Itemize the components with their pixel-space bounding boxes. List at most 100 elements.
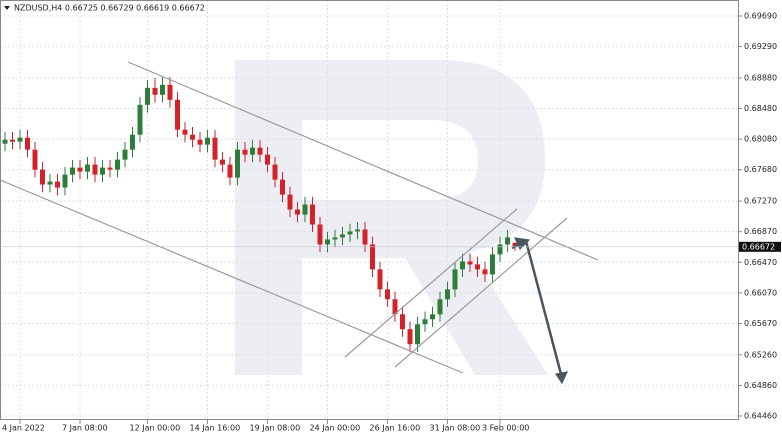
x-tick-label: 3 Feb 00:00 xyxy=(482,424,529,433)
candle-body xyxy=(2,139,8,144)
chart-title: NZDUSD,H4 0.66725 0.66729 0.66619 0.6667… xyxy=(14,4,205,13)
candle-body xyxy=(47,181,53,185)
plot-frame xyxy=(0,0,739,420)
candle-body xyxy=(407,329,413,345)
candle-body xyxy=(182,129,188,135)
candle-body xyxy=(205,137,210,145)
y-tick-label: 0.66470 xyxy=(744,258,777,267)
candle-body xyxy=(280,179,285,195)
candle-body xyxy=(325,239,330,245)
watermark xyxy=(235,60,548,375)
candle-body xyxy=(512,242,518,247)
y-tick-label: 0.66070 xyxy=(744,288,777,297)
y-tick-label: 0.66870 xyxy=(744,227,777,236)
candle-body xyxy=(392,299,398,315)
y-tick-label: 0.68880 xyxy=(744,73,777,82)
candle-body xyxy=(32,149,38,170)
candle-body xyxy=(235,149,240,178)
y-tick-label: 0.68080 xyxy=(744,135,777,144)
trend-line xyxy=(344,208,518,358)
candle-body xyxy=(212,137,218,160)
candle-body xyxy=(175,99,180,130)
candle-body xyxy=(385,289,390,300)
candle-body xyxy=(452,269,458,290)
candle-body xyxy=(347,231,353,235)
candle-body xyxy=(77,167,83,172)
candle-body xyxy=(122,149,128,160)
x-tick-label: 31 Jan 08:00 xyxy=(430,424,481,433)
candle-body xyxy=(115,159,120,170)
candle-body xyxy=(92,164,98,175)
y-tick-label: 0.67270 xyxy=(744,197,777,206)
arrow-head xyxy=(554,371,569,385)
candle-body xyxy=(257,147,263,155)
y-tick-label: 0.69290 xyxy=(744,42,777,51)
candle-body xyxy=(370,244,375,270)
x-tick-label: 12 Jan 00:00 xyxy=(130,424,181,433)
candle-body xyxy=(25,137,30,150)
candle-body xyxy=(475,264,480,270)
candle-body xyxy=(40,169,45,185)
y-tick-label: 0.67680 xyxy=(744,165,777,174)
last-price-box xyxy=(739,241,781,252)
candle-body xyxy=(437,299,443,315)
candle-body xyxy=(145,87,150,105)
candle-body xyxy=(227,164,233,178)
candle-body xyxy=(10,139,15,142)
candle-body xyxy=(62,174,68,188)
trend-line xyxy=(0,179,464,374)
candle-body xyxy=(310,204,315,225)
candle-body xyxy=(85,164,90,172)
candle-body xyxy=(197,139,203,145)
y-tick-label: 0.68480 xyxy=(744,104,777,113)
candle-body xyxy=(430,314,435,320)
trend-line xyxy=(394,217,568,368)
x-tick-label: 24 Jan 00:00 xyxy=(310,424,361,433)
y-tick-label: 0.69690 xyxy=(744,12,777,21)
grid xyxy=(0,0,738,420)
candle-body xyxy=(130,134,135,150)
arrow-head xyxy=(514,237,531,251)
candle-body xyxy=(167,84,173,100)
candle-body xyxy=(295,209,300,215)
candle-body xyxy=(467,261,473,265)
candle-body xyxy=(332,237,338,240)
candle-body xyxy=(490,254,495,275)
drawings xyxy=(0,61,599,385)
x-tick-label: 26 Jan 16:00 xyxy=(370,424,421,433)
candle-body xyxy=(445,289,450,300)
y-tick-label: 0.65670 xyxy=(744,319,777,328)
candle-body xyxy=(302,204,308,215)
candle-body xyxy=(287,194,293,210)
last-price-label: 0.66672 xyxy=(742,242,775,251)
y-tick-label: 0.64860 xyxy=(744,381,777,390)
candle-body xyxy=(272,164,278,180)
candle-body xyxy=(70,167,75,175)
candle-body xyxy=(55,181,60,188)
candle-body xyxy=(497,244,503,255)
candle-body xyxy=(250,147,255,155)
candle-body xyxy=(190,134,195,140)
candle-body xyxy=(415,324,420,345)
candles xyxy=(2,77,518,352)
candle-body xyxy=(152,87,158,95)
candle-body xyxy=(422,319,428,325)
candle-body xyxy=(505,237,510,245)
y-tick-label: 0.64460 xyxy=(744,412,777,421)
candle-body xyxy=(107,167,113,170)
candle-body xyxy=(160,84,165,95)
candle-body xyxy=(100,167,105,175)
candle-body xyxy=(355,229,360,232)
candle-body xyxy=(460,261,465,270)
candle-body xyxy=(265,154,270,165)
candle-body xyxy=(317,224,323,245)
y-tick-label: 0.65260 xyxy=(744,350,777,359)
menu-arrow xyxy=(4,6,10,10)
candle-body xyxy=(242,149,248,155)
x-tick-label: 19 Jan 08:00 xyxy=(250,424,301,433)
x-tick-label: 7 Jan 08:00 xyxy=(62,424,108,433)
x-tick-label: 14 Jan 16:00 xyxy=(190,424,241,433)
axes: 0.69690 0.69290 0.68880 0.68480 0.68080 0.676… xyxy=(0,12,781,433)
candle-body xyxy=(340,234,345,238)
